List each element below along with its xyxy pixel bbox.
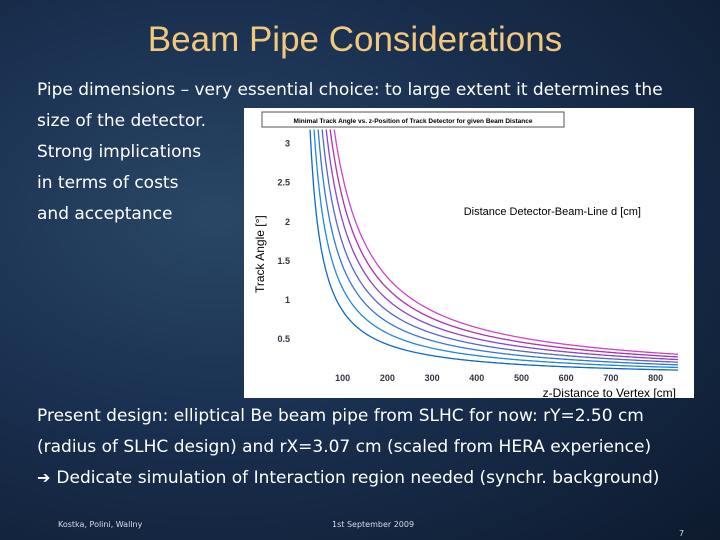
series-line-6	[309, 129, 678, 371]
text-line-8-label: Dedicate simulation of Interaction regio…	[56, 468, 660, 488]
x-tick-label: 800	[648, 373, 663, 383]
x-tick-label: 300	[425, 373, 440, 383]
y-tick-label: 0.5	[277, 334, 290, 344]
text-line-7: (radius of SLHC design) and rX=3.07 cm (…	[37, 437, 652, 457]
chart-title-box	[261, 111, 565, 128]
x-tick-label: 700	[603, 373, 618, 383]
x-tick-label: 600	[559, 373, 574, 383]
y-tick-label: 1	[285, 295, 290, 305]
text-line-2: size of the detector.	[37, 111, 207, 131]
series-line-4	[317, 129, 678, 366]
footer-authors: Kostka, Polini, Wallny	[58, 520, 143, 529]
page-number: 7	[679, 529, 685, 538]
series-line-1	[329, 129, 678, 358]
series-line-2	[325, 129, 679, 361]
x-tick-label: 500	[514, 373, 529, 383]
y-tick-label: 2	[285, 217, 290, 227]
y-tick-label: 3	[285, 139, 290, 149]
distance-annotation: Distance Detector-Beam-Line d [cm]	[464, 206, 641, 218]
x-tick-label: 100	[335, 373, 350, 383]
text-line-5: and acceptance	[37, 204, 173, 224]
x-axis-label: z-Distance to Vertex [cm]	[543, 386, 676, 398]
y-tick-label: 1.5	[277, 256, 290, 266]
chart-title: Minimal Track Angle vs. z-Position of Tr…	[294, 118, 533, 125]
right-arrow-icon: ➔	[37, 468, 51, 487]
track-angle-chart: Minimal Track Angle vs. z-Position of Tr…	[244, 108, 694, 398]
series-line-3	[321, 129, 678, 363]
x-tick-label: 400	[469, 373, 484, 383]
text-line-4: in terms of costs	[37, 173, 179, 193]
y-axis-label: Track Angle [°]	[253, 215, 267, 293]
series-line-5	[313, 129, 678, 369]
slide-title: Beam Pipe Considerations	[147, 20, 563, 59]
text-line-1: Pipe dimensions – very essential choice:…	[37, 80, 663, 100]
text-line-8: ➔ Dedicate simulation of Interaction regi…	[37, 468, 659, 488]
series-line-0	[333, 129, 678, 355]
x-tick-label: 200	[380, 373, 395, 383]
text-line-6: Present design: elliptical Be beam pipe …	[37, 406, 644, 426]
y-tick-label: 2.5	[277, 178, 290, 188]
text-line-3: Strong implications	[37, 142, 202, 162]
footer-date: 1st September 2009	[332, 520, 415, 529]
